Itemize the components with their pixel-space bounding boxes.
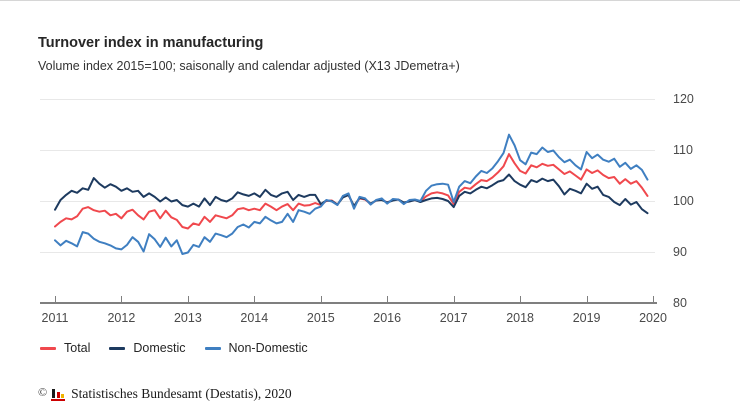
non-domestic-line-swatch: [204, 346, 221, 350]
x-tick-2018: [520, 296, 522, 303]
y-axis-label: 80: [673, 296, 687, 310]
x-axis-label: 2016: [373, 311, 402, 325]
legend-item-non-domestic: Non-Domestic: [204, 341, 308, 355]
footer-text: Statistisches Bundesamt (Destatis), 2020: [71, 386, 292, 401]
gridline-90: [40, 252, 655, 253]
y-axis-label: 120: [673, 92, 694, 106]
y-axis-label: 110: [673, 143, 693, 157]
x-axis-label: 2015: [306, 311, 335, 325]
y-axis-label: 90: [673, 245, 687, 259]
gridline-100: [40, 201, 655, 202]
x-axis-label: 2018: [506, 311, 534, 325]
gridline-110: [40, 150, 655, 151]
x-tick-2012: [121, 296, 123, 303]
x-axis-label: 2017: [439, 311, 468, 325]
series-line-non-domestic: [54, 133, 649, 255]
legend-item-domestic: Domestic: [109, 341, 186, 355]
x-axis-label: 2014: [240, 311, 269, 325]
legend-item-total: Total: [40, 341, 90, 355]
page-subtitle: Volume index 2015=100; saisonally and ca…: [38, 59, 460, 73]
x-tick-2020: [653, 296, 654, 303]
legend-label-domestic: Domestic: [133, 341, 186, 355]
x-tick-2017: [453, 296, 455, 303]
series-line-total: [54, 153, 649, 230]
series-line-domestic: [54, 173, 649, 215]
x-axis-line: [40, 302, 657, 304]
chart-legend: Total Domestic Non-Domestic: [40, 341, 308, 355]
y-axis-label: 100: [673, 194, 694, 208]
legend-label-non-domestic: Non-Domestic: [228, 341, 308, 355]
x-axis-label: 2013: [173, 311, 202, 325]
x-axis-label: 2012: [107, 311, 136, 325]
x-tick-2015: [320, 296, 322, 303]
gridline-120: [40, 99, 655, 100]
copyright-symbol: ©: [38, 385, 48, 399]
x-axis-label: 2019: [572, 311, 601, 325]
legend-label-total: Total: [64, 341, 91, 355]
total-line-swatch: [40, 346, 56, 350]
x-axis-label: 2011: [41, 311, 69, 325]
x-axis-label: 2020: [639, 311, 667, 325]
x-tick-2011: [55, 296, 56, 303]
domestic-line-swatch: [109, 346, 126, 350]
x-tick-2014: [254, 296, 256, 303]
x-tick-2016: [387, 296, 389, 303]
x-tick-2013: [187, 296, 189, 303]
page-title: Turnover index in manufacturing: [38, 35, 264, 51]
x-tick-2019: [586, 296, 588, 303]
destatis-logo-icon: [51, 388, 66, 401]
footer: © Statistisches Bundesamt (Destatis), 20…: [38, 385, 292, 401]
